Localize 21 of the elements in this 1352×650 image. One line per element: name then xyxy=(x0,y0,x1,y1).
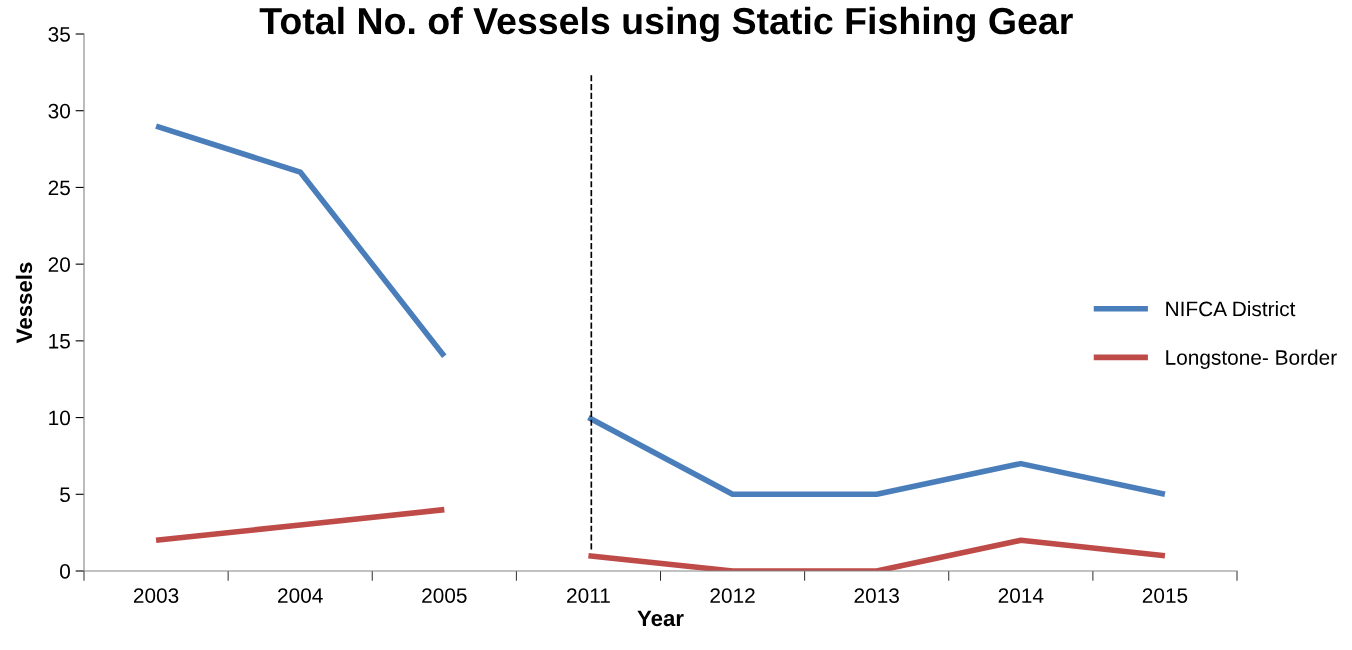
y-tick-label: 5 xyxy=(60,487,70,503)
y-axis-title: Vessels xyxy=(15,262,33,344)
x-tick-label: 2012 xyxy=(710,588,755,603)
y-tick-label: 15 xyxy=(49,334,70,349)
y-tick-label: 10 xyxy=(49,410,70,426)
legend-label: NIFCA District xyxy=(1166,301,1296,317)
legend-label: Longstone- Border xyxy=(1166,349,1337,369)
y-tick-label: 30 xyxy=(48,103,70,119)
y-tick-label: 35 xyxy=(48,27,70,42)
y-tick-label: 0 xyxy=(60,564,70,579)
x-tick-label: 2005 xyxy=(422,588,467,603)
y-tick-label: 20 xyxy=(48,257,70,272)
chart-title: Total No. of Vessels using Static Fishing Gear xyxy=(259,6,1073,42)
x-tick-label: 2013 xyxy=(854,588,899,603)
x-tick-label: 2003 xyxy=(133,588,179,603)
x-tick-label: 2004 xyxy=(278,588,323,603)
y-tick-label: 25 xyxy=(48,180,70,196)
x-axis-title: Year xyxy=(637,610,684,627)
x-tick-label: 2014 xyxy=(998,588,1044,603)
x-tick-label: 2015 xyxy=(1142,588,1188,603)
x-tick-label: 2011 xyxy=(567,588,610,603)
